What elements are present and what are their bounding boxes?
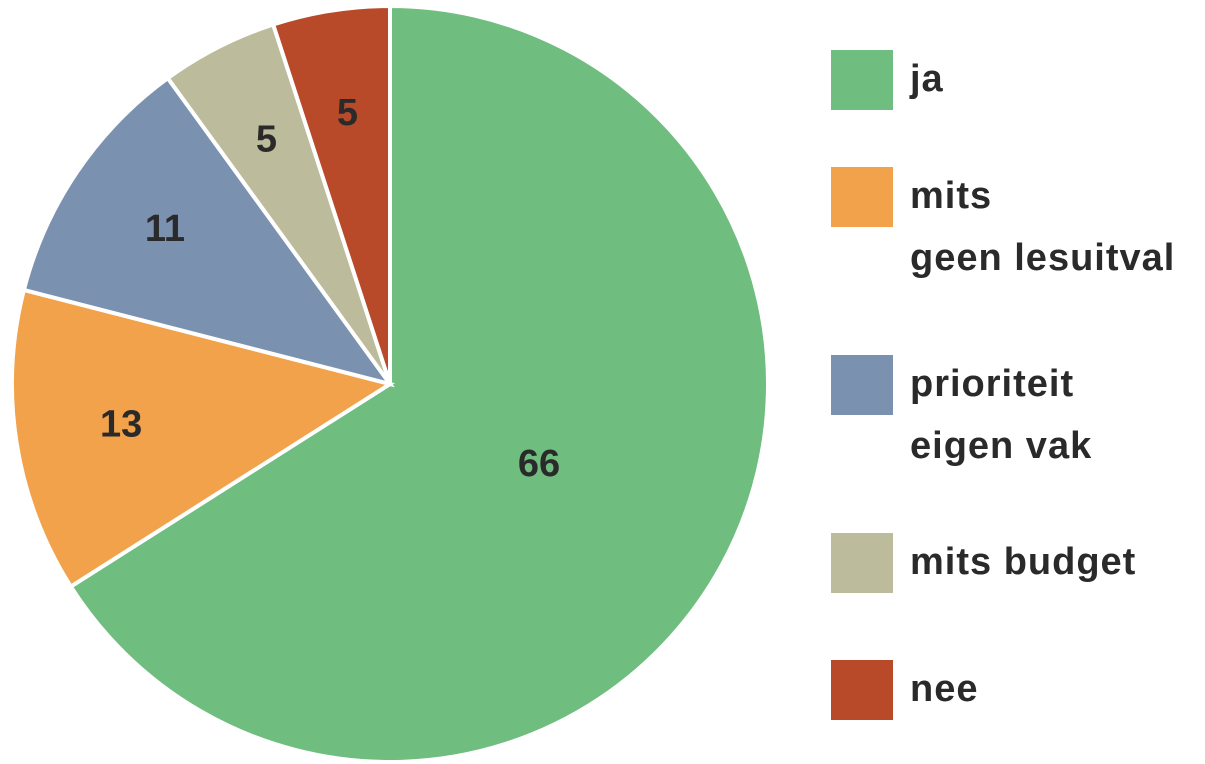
legend-label: nee xyxy=(910,668,979,710)
legend-entry: prioriteit eigen vak xyxy=(831,355,1092,477)
legend-swatch xyxy=(831,533,893,593)
legend-entry: nee xyxy=(831,660,978,720)
legend-swatch xyxy=(831,355,893,415)
legend-swatch xyxy=(831,50,893,110)
pie-slice xyxy=(270,3,392,385)
legend-swatch xyxy=(831,660,893,720)
data-label: 66 xyxy=(518,443,560,485)
pie-slice xyxy=(21,75,395,388)
legend-entry: ja xyxy=(831,50,944,110)
data-label: 5 xyxy=(256,119,277,161)
data-label: 5 xyxy=(337,92,358,134)
pie-slice xyxy=(10,287,395,590)
legend-label: ja xyxy=(910,58,944,100)
legend-label: mits geen lesuitval xyxy=(910,175,1176,279)
legend-label: prioriteit eigen vak xyxy=(910,363,1093,467)
legend-swatch xyxy=(831,167,893,227)
pie-slice xyxy=(68,3,770,764)
data-label: 13 xyxy=(100,404,142,446)
data-label: 11 xyxy=(145,208,185,250)
legend-entry: mits geen lesuitval xyxy=(831,167,1175,289)
legend-entry: mits budget xyxy=(831,533,1136,593)
legend-label: mits budget xyxy=(910,541,1137,583)
